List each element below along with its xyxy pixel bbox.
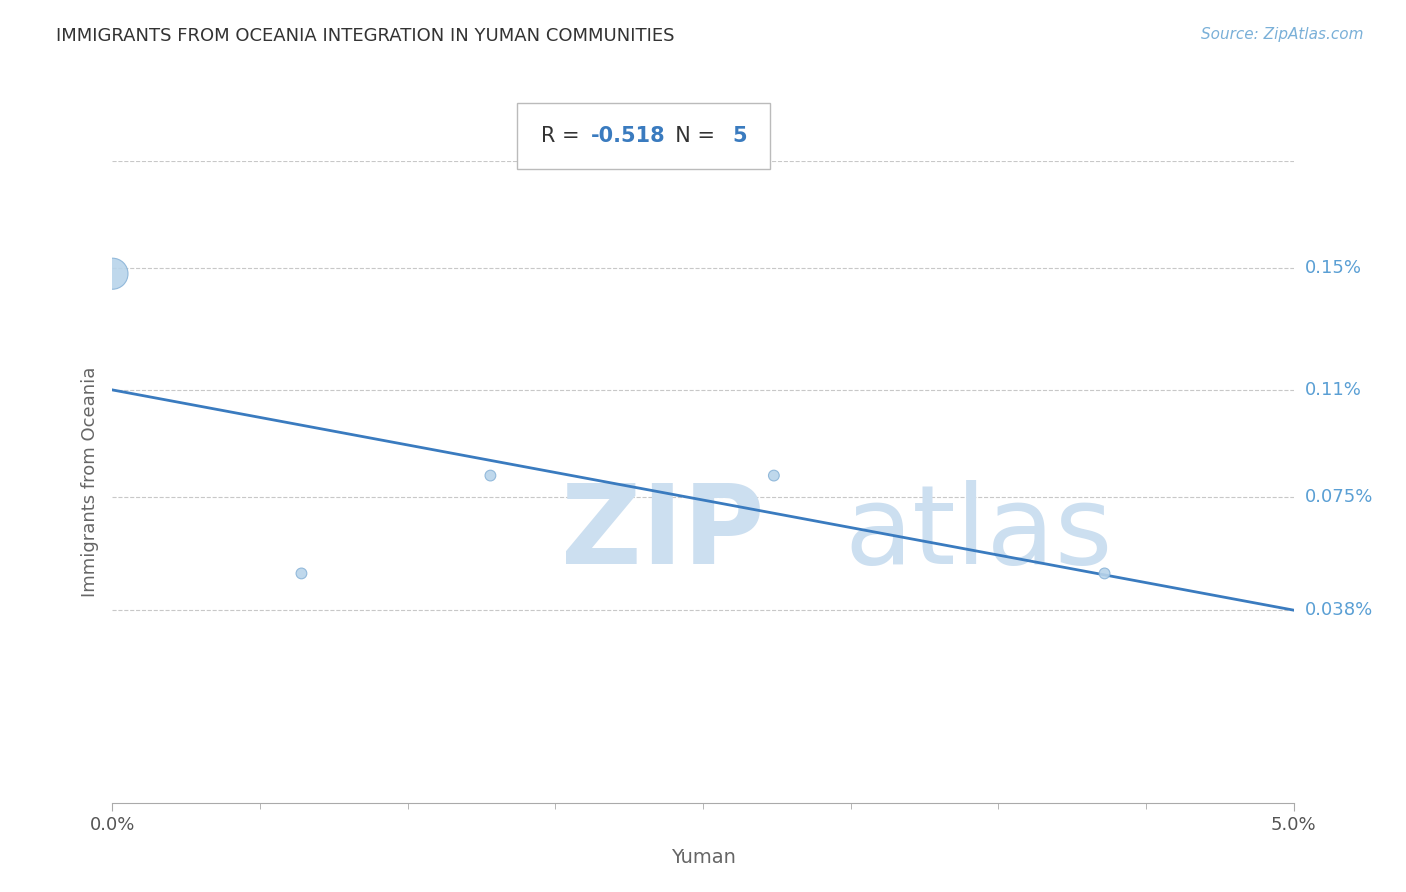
Text: 0.075%: 0.075% (1305, 488, 1374, 506)
Text: IMMIGRANTS FROM OCEANIA INTEGRATION IN YUMAN COMMUNITIES: IMMIGRANTS FROM OCEANIA INTEGRATION IN Y… (56, 27, 675, 45)
Point (101, 267, 124, 281)
Text: 5: 5 (733, 126, 747, 146)
Text: -0.518: -0.518 (591, 126, 665, 146)
Text: 0.15%: 0.15% (1305, 259, 1361, 277)
Point (762, 468, 785, 483)
Text: N =: N = (662, 126, 721, 146)
X-axis label: Yuman: Yuman (671, 848, 735, 867)
Point (290, 566, 312, 581)
Y-axis label: Immigrants from Oceania: Immigrants from Oceania (80, 367, 98, 597)
Text: Source: ZipAtlas.com: Source: ZipAtlas.com (1201, 27, 1364, 42)
Point (479, 468, 502, 483)
Text: ZIP: ZIP (561, 480, 765, 587)
Text: atlas: atlas (845, 480, 1114, 587)
Text: 0.038%: 0.038% (1305, 601, 1372, 619)
Point (1094, 566, 1116, 581)
Text: 0.11%: 0.11% (1305, 381, 1361, 399)
Text: R =: R = (541, 126, 586, 146)
